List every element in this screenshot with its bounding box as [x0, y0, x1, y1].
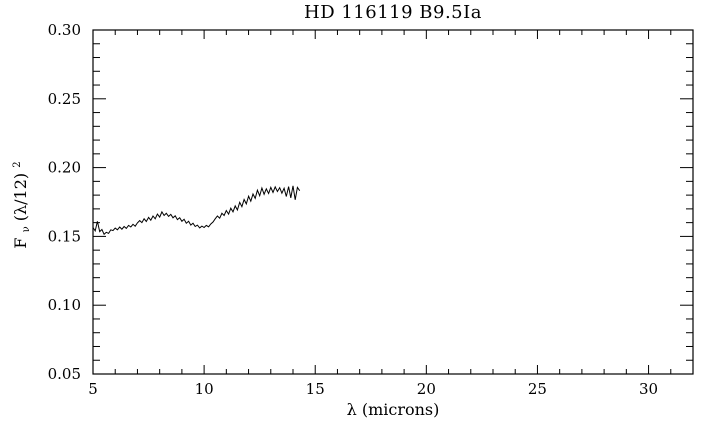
plot-title: HD 116119 B9.5Ia [304, 2, 482, 23]
x-tick-label: 5 [88, 380, 98, 398]
plot-frame [92, 29, 694, 375]
axes: 5 10 15 20 25 30 0.05 0.10 0.15 0.20 0.25 0.30 [48, 21, 694, 398]
y-tick-label: 0.15 [48, 227, 81, 245]
data-series [92, 185, 301, 236]
y-tick-label: 0.20 [48, 159, 81, 177]
x-tick-label: 20 [417, 380, 436, 398]
y-tick-label: 0.10 [48, 296, 81, 314]
x-tick-label: 10 [195, 380, 214, 398]
y-tick-label: 0.05 [48, 365, 81, 383]
y-axis-label-subscript: ν [21, 226, 32, 232]
y-axis-label: F ν (λ/12) 2 [11, 161, 33, 248]
y-axis-label-base: F [11, 238, 30, 249]
y-tick-label: 0.25 [48, 90, 81, 108]
spectrum-line [92, 185, 301, 236]
y-tick-label: 0.30 [48, 21, 81, 39]
x-tick-label: 15 [306, 380, 325, 398]
x-tick-label: 30 [639, 380, 658, 398]
y-axis-label-body: (λ/12) [11, 173, 30, 221]
x-tick-label: 25 [528, 380, 547, 398]
x-axis-label: λ (microns) [347, 400, 440, 419]
y-axis-label-superscript: 2 [12, 161, 23, 167]
